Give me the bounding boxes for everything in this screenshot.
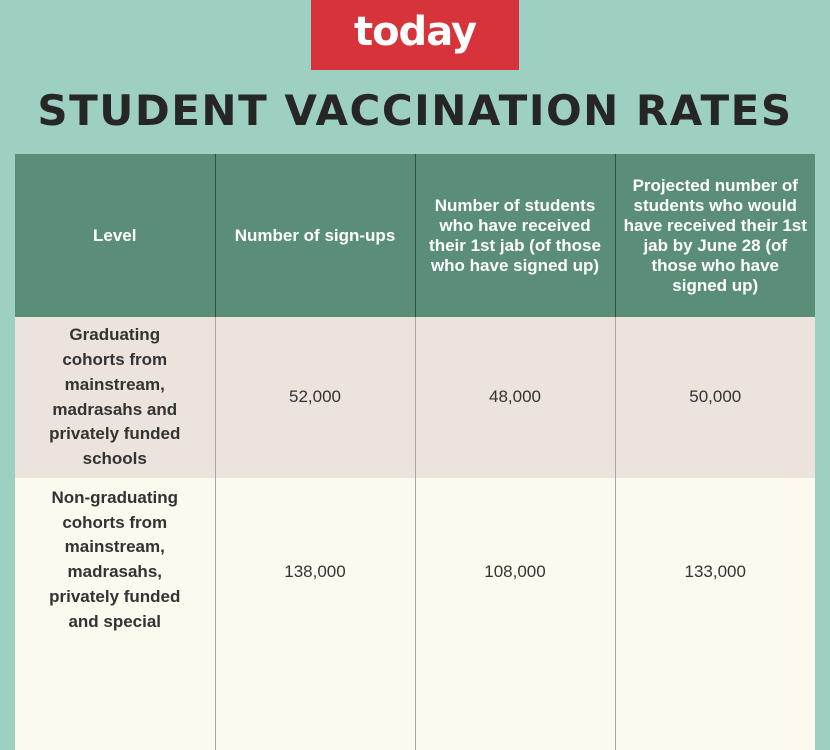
- header-level: Level: [15, 154, 216, 317]
- vaccination-table: Level Number of sign-ups Number of stude…: [15, 154, 815, 750]
- page-title: STUDENT VACCINATION RATES: [37, 86, 793, 135]
- cell-first-jab: 48,000: [415, 317, 616, 478]
- cell-first-jab: 108,000: [415, 478, 616, 750]
- cell-level: Graduating cohorts from mainstream, madr…: [15, 317, 216, 478]
- cell-signups: 52,000: [215, 317, 416, 478]
- cell-projected: 50,000: [615, 317, 815, 478]
- cell-level: Non-graduating cohorts from mainstream, …: [15, 478, 216, 750]
- table-row: Non-graduating cohorts from mainstream, …: [15, 478, 815, 750]
- table-header-row: Level Number of sign-ups Number of stude…: [15, 154, 815, 317]
- header-first-jab: Number of students who have received the…: [415, 154, 616, 317]
- header-projected: Projected number of students who would h…: [615, 154, 815, 317]
- cell-projected: 133,000: [615, 478, 815, 750]
- logo-text: today: [353, 9, 477, 55]
- header-signups: Number of sign-ups: [215, 154, 416, 317]
- today-logo: today: [311, 0, 519, 70]
- cell-signups: 138,000: [215, 478, 416, 750]
- table-row: Graduating cohorts from mainstream, madr…: [15, 317, 815, 478]
